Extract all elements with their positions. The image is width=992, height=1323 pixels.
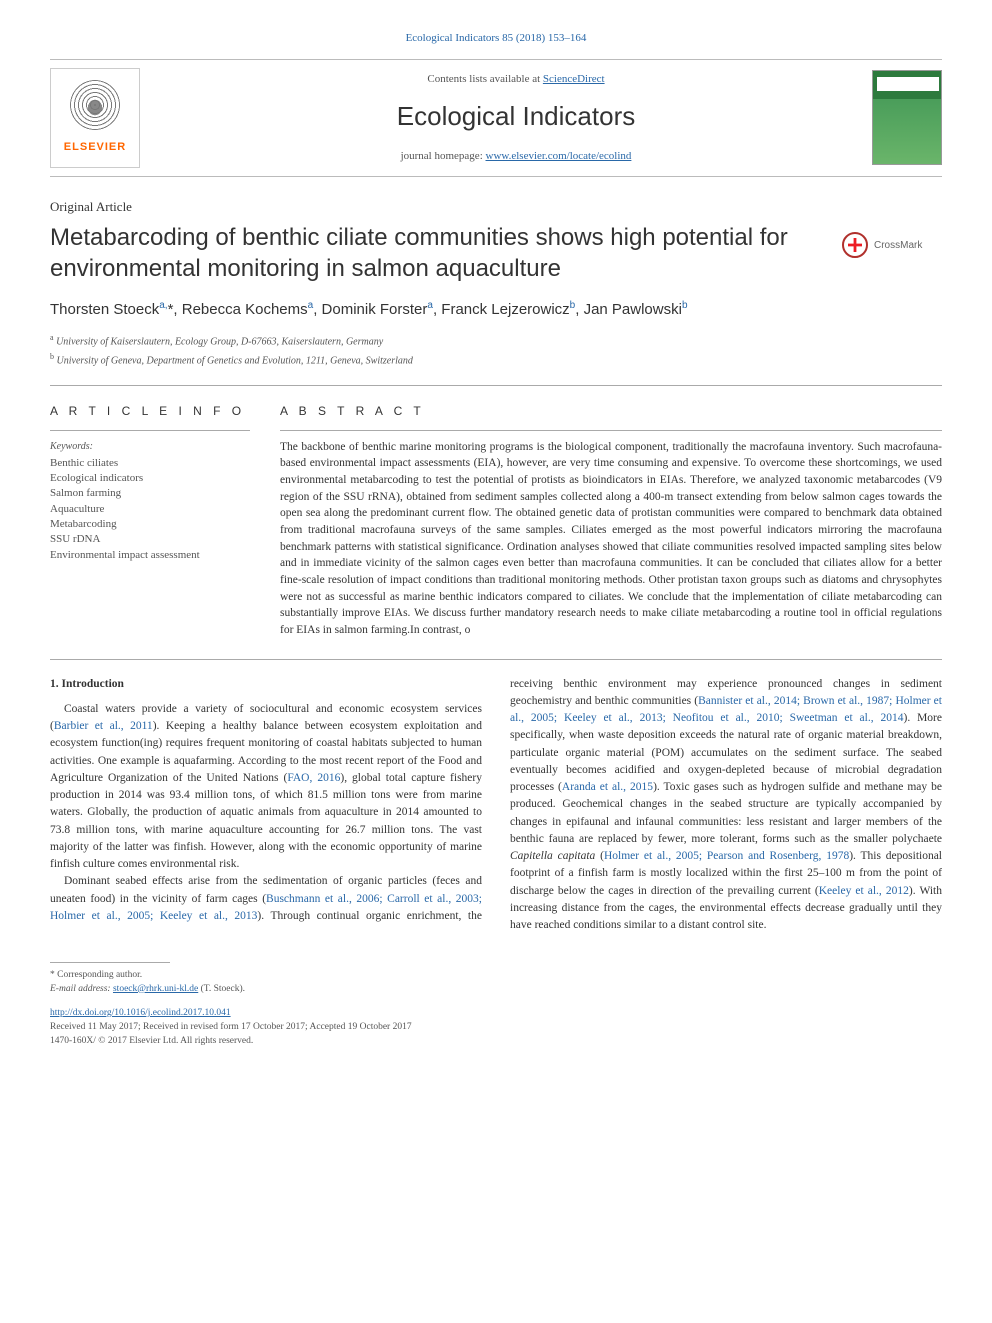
text-run: (: [595, 850, 604, 862]
crossmark-label: CrossMark: [874, 239, 922, 252]
intro-paragraph-1: Coastal waters provide a variety of soci…: [50, 701, 482, 874]
keywords-label: Keywords:: [50, 439, 250, 454]
header-center: Contents lists available at ScienceDirec…: [160, 71, 872, 165]
citation-link[interactable]: FAO, 2016: [287, 772, 340, 784]
keyword: Environmental impact assessment: [50, 548, 250, 563]
divider: [50, 659, 942, 660]
journal-title: Ecological Indicators: [160, 97, 872, 136]
article-info-heading: A R T I C L E I N F O: [50, 402, 250, 420]
keyword: Aquaculture: [50, 502, 250, 517]
abstract-text: The backbone of benthic marine monitorin…: [280, 439, 942, 639]
divider: [50, 385, 942, 386]
keywords-list: Benthic ciliatesEcological indicatorsSal…: [50, 456, 250, 564]
journal-cover-thumbnail: [872, 70, 942, 165]
title-text: Metabarcoding of benthic ciliate communi…: [50, 224, 788, 282]
footnote-divider: [50, 962, 170, 963]
contents-prefix: Contents lists available at: [427, 73, 542, 85]
citation-link[interactable]: Barbier et al., 2011: [54, 720, 153, 732]
authors-line: Thorsten Stoecka,*, Rebecca Kochemsa, Do…: [50, 298, 942, 322]
email-label: E-mail address:: [50, 984, 111, 994]
elsevier-logo: ELSEVIER: [50, 68, 140, 168]
affiliations: a University of Kaiserslautern, Ecology …: [50, 332, 942, 369]
sciencedirect-link[interactable]: ScienceDirect: [543, 73, 605, 85]
email-link[interactable]: stoeck@rhrk.uni-kl.de: [113, 984, 198, 994]
abstract-divider: [280, 430, 942, 431]
email-person: (T. Stoeck).: [198, 984, 245, 994]
crossmark-badge[interactable]: CrossMark: [842, 230, 942, 260]
homepage-line: journal homepage: www.elsevier.com/locat…: [160, 148, 872, 165]
homepage-link[interactable]: www.elsevier.com/locate/ecolind: [486, 150, 632, 162]
text-run: ), global total capture fishery producti…: [50, 772, 482, 870]
article-info-column: A R T I C L E I N F O Keywords: Benthic …: [50, 402, 250, 639]
keyword: Metabarcoding: [50, 517, 250, 532]
keyword: SSU rDNA: [50, 532, 250, 547]
info-divider: [50, 430, 250, 431]
section-number: 1.: [50, 678, 59, 690]
affiliation: b University of Geneva, Department of Ge…: [50, 351, 942, 368]
homepage-prefix: journal homepage:: [401, 150, 486, 162]
citation-link[interactable]: Keeley et al., 2012: [819, 885, 909, 897]
citation-link[interactable]: Aranda et al., 2015: [562, 781, 653, 793]
issn-copyright: 1470-160X/ © 2017 Elsevier Ltd. All righ…: [50, 1036, 253, 1046]
contents-line: Contents lists available at ScienceDirec…: [160, 71, 872, 88]
section-1-heading: 1. Introduction: [50, 676, 482, 693]
citation-link[interactable]: Holmer et al., 2005; Pearson and Rosenbe…: [604, 850, 849, 862]
elsevier-wordmark: ELSEVIER: [64, 139, 126, 156]
abstract-column: A B S T R A C T The backbone of benthic …: [280, 402, 942, 639]
section-title: Introduction: [62, 678, 124, 690]
species-name: Capitella capitata: [510, 850, 595, 862]
keyword: Benthic ciliates: [50, 456, 250, 471]
article-title: Metabarcoding of benthic ciliate communi…: [50, 222, 942, 284]
received-dates: Received 11 May 2017; Received in revise…: [50, 1022, 412, 1032]
affiliation: a University of Kaiserslautern, Ecology …: [50, 332, 942, 349]
abstract-heading: A B S T R A C T: [280, 402, 942, 420]
info-abstract-row: A R T I C L E I N F O Keywords: Benthic …: [50, 402, 942, 639]
journal-reference: Ecological Indicators 85 (2018) 153–164: [50, 30, 942, 47]
crossmark-icon: [842, 232, 868, 258]
article-type: Original Article: [50, 197, 942, 217]
body-text: 1. Introduction Coastal waters provide a…: [50, 676, 942, 935]
email-line: E-mail address: stoeck@rhrk.uni-kl.de (T…: [50, 983, 942, 996]
journal-header: ELSEVIER Contents lists available at Sci…: [50, 59, 942, 177]
elsevier-tree-icon: [70, 80, 120, 135]
doi-block: http://dx.doi.org/10.1016/j.ecolind.2017…: [50, 1006, 942, 1049]
corresponding-author-note: * Corresponding author.: [50, 969, 942, 982]
doi-link[interactable]: http://dx.doi.org/10.1016/j.ecolind.2017…: [50, 1008, 231, 1018]
keyword: Salmon farming: [50, 486, 250, 501]
keyword: Ecological indicators: [50, 471, 250, 486]
